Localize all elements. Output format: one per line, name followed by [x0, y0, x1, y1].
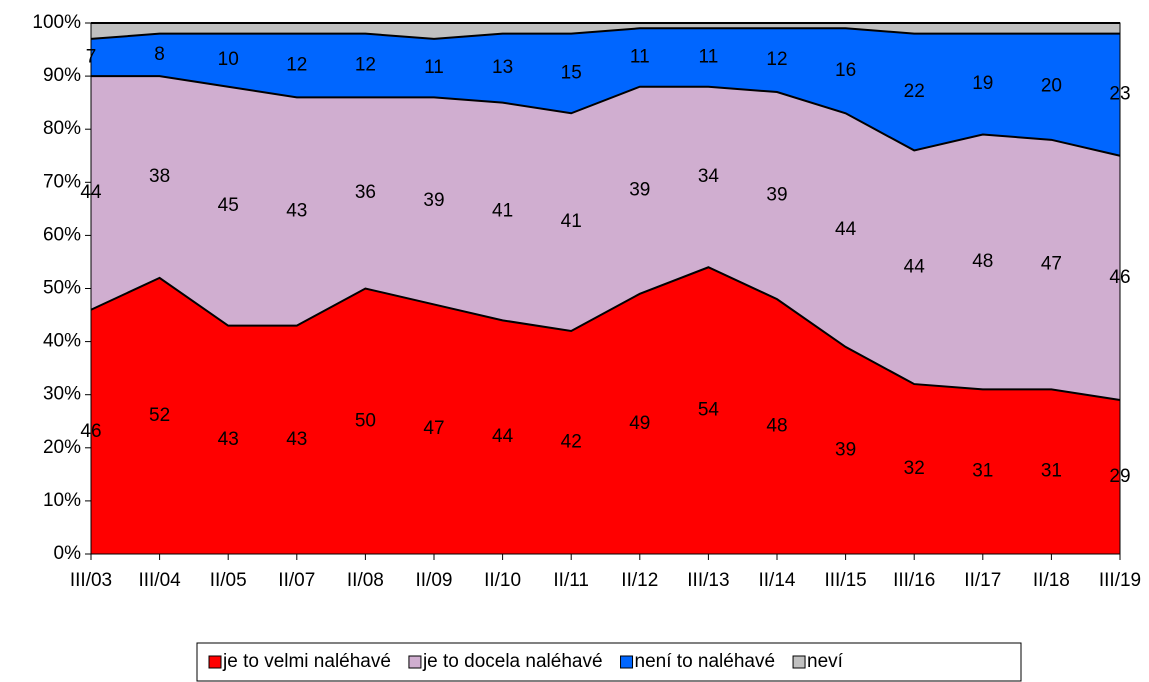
area-edge [91, 75, 1121, 157]
data-label: 15 [561, 62, 582, 83]
data-label: 54 [698, 400, 720, 421]
data-label: 8 [154, 44, 165, 65]
legend-label: neví [807, 651, 844, 672]
data-label: 39 [423, 190, 444, 211]
data-label: 20 [1041, 76, 1062, 97]
data-label: 42 [561, 432, 582, 453]
x-tick-label: III/04 [138, 570, 181, 591]
y-tick-label: 30% [43, 384, 81, 405]
y-tick-label: 20% [43, 437, 81, 458]
area-segment [570, 86, 641, 332]
data-label: 11 [699, 47, 719, 68]
data-label: 10 [218, 49, 239, 70]
area-segment [159, 22, 229, 34]
x-tick-label: III/15 [824, 570, 866, 591]
y-tick-label: 40% [43, 331, 81, 352]
x-tick-label: II/08 [347, 570, 384, 591]
x-tick-label: II/09 [416, 570, 453, 591]
legend-label: není to naléhavé [635, 651, 776, 672]
data-label: 38 [149, 166, 170, 187]
y-tick-label: 10% [43, 490, 81, 511]
data-label: 12 [286, 54, 307, 75]
y-tick-label: 0% [54, 543, 82, 564]
data-label: 41 [492, 201, 513, 222]
data-label: 44 [492, 426, 514, 447]
data-label: 52 [149, 405, 170, 426]
legend-swatch [408, 655, 422, 669]
data-label: 11 [630, 47, 650, 68]
x-tick-label: II/14 [759, 570, 796, 591]
area-edge [90, 266, 1121, 401]
x-tick-label: II/05 [210, 570, 247, 591]
data-label: 16 [835, 60, 856, 81]
data-label: 36 [355, 182, 376, 203]
x-tick-label: III/13 [687, 570, 729, 591]
data-label: 43 [218, 429, 239, 450]
data-label: 49 [629, 413, 650, 434]
legend-swatch [792, 655, 806, 669]
legend-label: je to velmi naléhavé [222, 651, 391, 672]
y-tick-label: 100% [32, 12, 81, 33]
data-label: 39 [835, 439, 856, 460]
area-segment [296, 22, 366, 34]
y-tick-label: 50% [43, 278, 81, 299]
area-segment [845, 112, 915, 385]
x-tick-label: II/07 [278, 570, 315, 591]
data-label: 31 [972, 461, 993, 482]
legend: je to velmi naléhavé je to docela naléhav… [196, 642, 1022, 682]
data-label: 44 [904, 256, 926, 277]
legend-box [196, 642, 1022, 682]
x-tick-label: II/11 [553, 570, 589, 591]
area-edge [90, 27, 1120, 40]
y-tick-label: 80% [43, 118, 81, 139]
legend-swatch [208, 655, 222, 669]
y-tick-label: 70% [43, 171, 81, 192]
x-tick-label: II/10 [484, 570, 521, 591]
legend-swatch [620, 655, 634, 669]
data-label: 19 [972, 73, 993, 94]
legend-label: je to docela naléhavé [422, 651, 603, 672]
data-label: 45 [218, 195, 239, 216]
data-label: 43 [286, 201, 307, 222]
data-label: 32 [904, 458, 925, 479]
data-label: 47 [1041, 254, 1062, 275]
data-label: 34 [698, 166, 720, 187]
data-label: 31 [1041, 461, 1062, 482]
area-segment [913, 22, 984, 34]
data-label: 43 [286, 429, 307, 450]
data-label: 47 [423, 418, 444, 439]
area-segment [1051, 22, 1121, 34]
data-label: 12 [355, 54, 376, 75]
data-label: 13 [492, 57, 513, 78]
x-tick-label: III/03 [70, 570, 112, 591]
data-label: 50 [355, 410, 376, 431]
y-tick-label: 60% [43, 224, 81, 245]
data-label: 39 [629, 179, 650, 200]
x-tick-label: II/18 [1033, 570, 1070, 591]
y-tick-label: 90% [43, 65, 81, 86]
area-segment [502, 22, 572, 34]
x-tick-label: III/19 [1099, 570, 1141, 591]
data-label: 41 [561, 211, 582, 232]
data-label: 44 [835, 219, 857, 240]
data-label: 11 [424, 57, 444, 78]
x-tick-label: III/16 [893, 570, 935, 591]
x-tick-label: II/17 [964, 570, 1001, 591]
area-segment [227, 22, 298, 34]
data-label: 22 [904, 81, 925, 102]
data-label: 12 [766, 49, 787, 70]
data-label: 39 [766, 185, 787, 206]
data-label: 48 [972, 251, 993, 272]
data-label: 48 [766, 416, 787, 437]
area-segment [90, 33, 160, 77]
x-tick-label: II/12 [621, 570, 658, 591]
area-segment [982, 22, 1052, 34]
